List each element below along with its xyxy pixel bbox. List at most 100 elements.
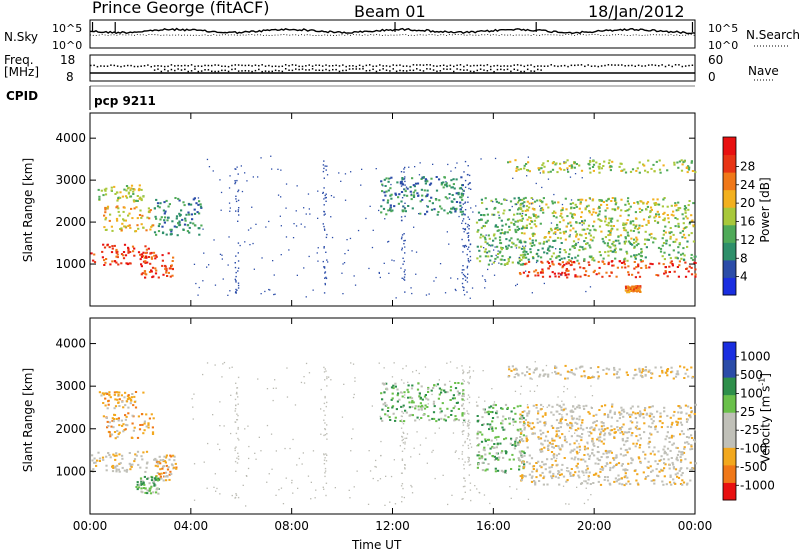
nave-label: Nave [748,64,779,78]
nave-dot [271,70,273,73]
nave-dot [103,65,105,67]
velocity-colorbar-tick-label: 100 [740,386,763,400]
nave-dot [177,68,179,70]
nave-dot [459,68,462,71]
nave-dot [291,69,294,72]
nave-dot [153,69,156,71]
cpid-program: pcp 9211 [94,94,156,108]
nave-dot [295,64,297,66]
nave-dot [244,64,247,67]
power-colorbar-tick-label: 24 [740,178,755,192]
velocity-ytick-label: 3000 [55,379,86,393]
power-region [475,196,526,266]
nave-dot [416,64,418,66]
nave-dot [187,65,189,67]
power-colorbar-tick-label: 28 [740,159,755,173]
nave-dot [540,69,542,71]
nave-dot [150,65,152,68]
velocity-region [135,475,161,495]
velocity-colorbar-segment [723,447,736,466]
nave-dot [120,65,122,68]
nave-dot [261,64,263,66]
nave-dot [325,68,327,71]
nave-dot [143,65,146,67]
nave-dot [140,65,142,67]
nave-dot [473,64,475,67]
nave-dot [439,70,442,72]
nave-dot [584,65,586,68]
nave-dot [358,68,361,70]
nave-dot [442,64,445,66]
nave-dot [328,69,331,72]
noise-sky-trace [89,27,696,35]
nave-dot [580,64,583,66]
nave-dot [436,70,438,73]
nave-dot [590,65,593,68]
nave-dot [597,65,600,68]
nave-dot [429,64,431,66]
nave-dot [96,65,99,68]
noise-panel-frame [89,19,696,49]
nave-dot [335,68,337,71]
nave-dot [379,64,381,66]
nave-dot [446,68,448,71]
nave-dot [476,64,479,67]
nave-dot [510,65,512,67]
nave-dot [668,64,670,66]
nave-dot [610,64,613,66]
nave-dot [254,64,257,66]
nave-dot [631,64,633,67]
nave-dot [456,68,458,70]
nave-dot [621,64,623,66]
nave-dot [681,65,684,68]
power-region [97,184,145,203]
nave-dot [368,64,371,66]
power-colorbar-segment [723,154,736,173]
nave-dot [207,64,210,67]
nave-dot [200,65,203,68]
nave-tick-bottom: 0 [708,70,716,84]
nave-dot [409,65,411,68]
nave-dot [479,64,482,67]
nave-dot [385,69,388,72]
nave-dot [405,65,408,67]
velocity-region [102,412,155,440]
power-region [103,205,155,233]
nave-dot [382,68,384,70]
nave-dot [264,70,267,72]
nave-dot [604,64,606,67]
velocity-region [98,391,145,410]
nave-dot [224,65,226,68]
nave-dot [318,64,321,67]
nave-dot [163,68,166,71]
nave-dot [426,68,428,70]
nave-dot [600,65,603,67]
nave-dot [315,64,317,66]
nave-dot [563,64,566,67]
nave-dot [392,68,394,70]
nave-dot [560,65,563,67]
nave-dot [449,64,452,67]
nave-dot [399,69,401,72]
nave-dot [224,69,226,72]
nave-dot [190,64,193,66]
velocity-colorbar-tick-label: 1000 [740,350,771,364]
nave-dot [184,68,186,71]
n-sky-label: N.Sky [4,30,39,44]
nave-dot [476,69,479,72]
nave-dot [170,68,173,71]
nave-dot [221,69,223,72]
date-label: 18/Jan/2012 [588,2,685,21]
power-noise-scatter [193,155,592,299]
nave-dot [365,70,368,72]
nave-dot [637,64,640,67]
nave-dot [449,68,452,70]
power-colorbar-tick-label: 12 [740,233,755,247]
nave-dot [607,64,610,66]
nave-dot [234,64,237,66]
nave-dot [389,65,391,68]
nave-dot [372,65,374,68]
nave-dot [533,65,536,68]
time-xtick-label: 16:00 [476,519,511,533]
nave-dot [442,68,445,70]
